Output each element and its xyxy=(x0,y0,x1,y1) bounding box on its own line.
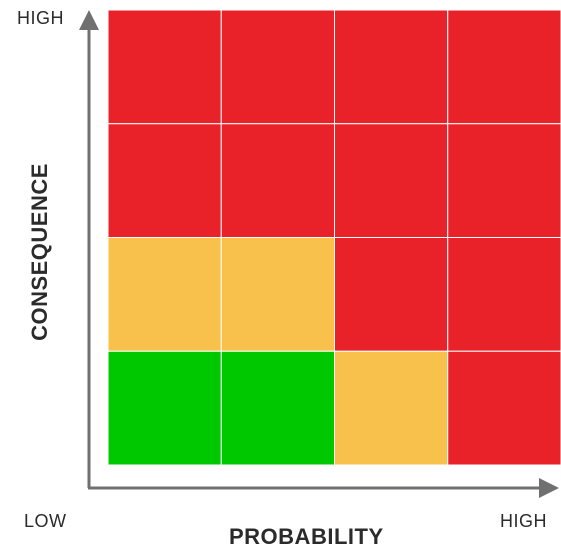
risk-cell-amber xyxy=(334,350,449,466)
x-axis-high-label: HIGH xyxy=(500,511,547,531)
risk-cell-amber xyxy=(107,237,222,352)
risk-cell-red xyxy=(447,237,561,352)
risk-cell-green xyxy=(220,350,335,466)
risk-cell-amber xyxy=(220,237,335,352)
x-axis-arrowhead xyxy=(539,478,559,498)
risk-cell-red xyxy=(220,123,335,238)
risk-cell-red xyxy=(447,123,561,238)
risk-cell-red xyxy=(107,9,222,125)
x-axis-low-label: LOW xyxy=(24,511,67,531)
risk-cell-red xyxy=(447,9,561,125)
risk-cell-red xyxy=(334,9,449,125)
y-axis-arrowhead xyxy=(79,10,99,30)
risk-cell-red xyxy=(220,9,335,125)
risk-cell-red xyxy=(107,123,222,238)
y-axis-title: CONSEQUENCE xyxy=(27,163,52,341)
risk-cell-red xyxy=(334,123,449,238)
x-axis-title: PROBABILITY xyxy=(229,524,384,549)
risk-cell-red xyxy=(334,237,449,352)
y-axis-high-label: HIGH xyxy=(17,8,64,28)
risk-cell-red xyxy=(447,350,561,466)
risk-matrix-grid xyxy=(107,9,561,466)
risk-cell-green xyxy=(107,350,222,466)
axes xyxy=(79,10,559,498)
